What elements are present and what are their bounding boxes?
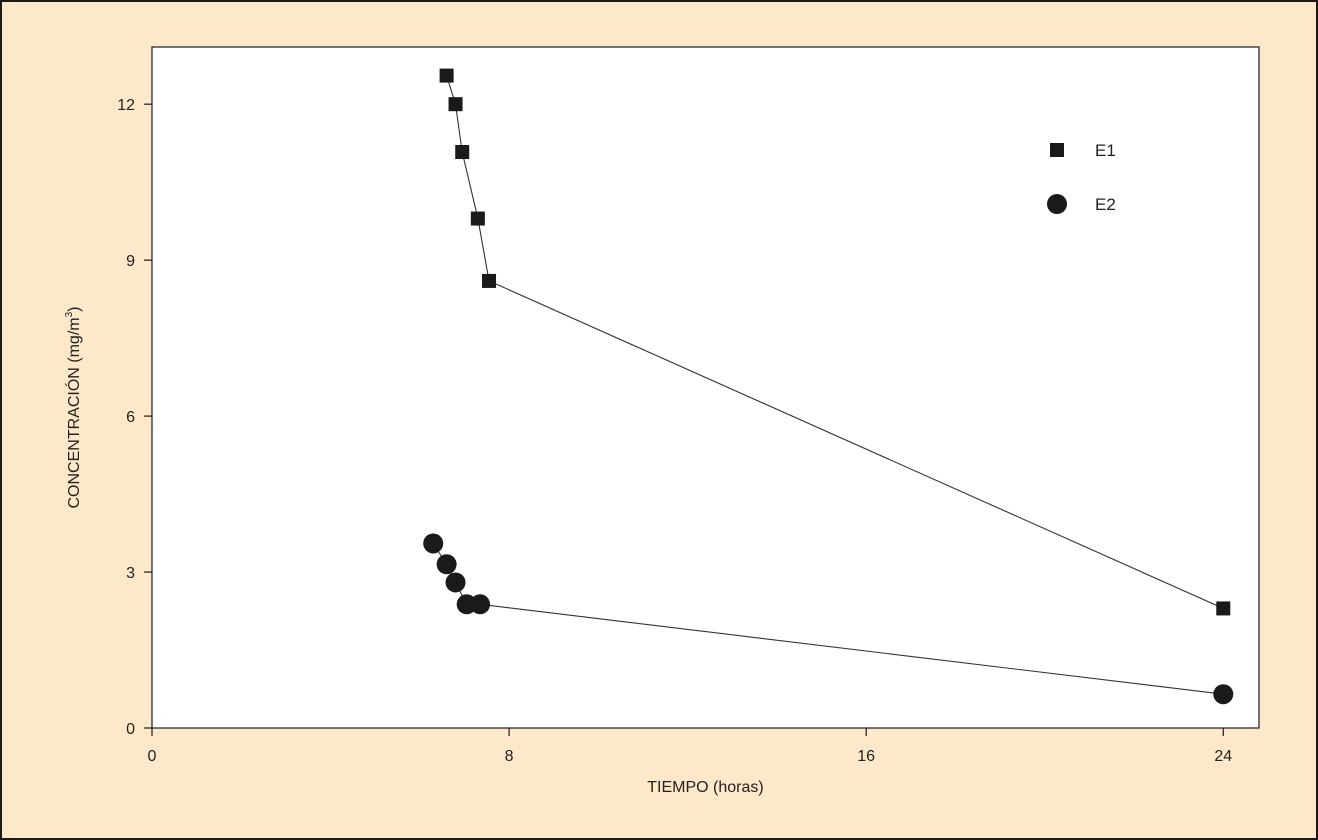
y-tick-label: 0 — [126, 721, 135, 738]
x-tick-label: 8 — [505, 748, 514, 765]
series-e1-point — [439, 68, 454, 83]
series-e1-point — [482, 273, 497, 288]
series-e1-point — [1216, 601, 1231, 616]
y-axis-title-tail: ) — [66, 307, 83, 312]
x-tick-label: 0 — [148, 748, 157, 765]
x-tick-label: 16 — [857, 748, 875, 765]
plot-area — [151, 46, 1260, 729]
series-layer — [423, 68, 1234, 705]
series-e2-point — [1213, 684, 1234, 705]
y-tick-label: 9 — [126, 253, 135, 270]
legend-label-e2: E2 — [1095, 195, 1116, 214]
series-e2-point — [470, 594, 491, 615]
y-axis-title-main: CONCENTRACIÓN (mg/m — [64, 317, 83, 508]
y-axis-ticks: 0 3 6 9 12 — [117, 97, 152, 738]
x-axis-title: TIEMPO (horas) — [647, 779, 763, 796]
x-axis-ticks: 0 8 16 24 — [148, 728, 1232, 765]
y-axis-title-superscript: 3 — [64, 311, 75, 317]
series-e1-point — [448, 97, 463, 112]
legend-marker-e2 — [1047, 194, 1067, 214]
series-e2-point — [445, 572, 466, 593]
series-e2 — [423, 533, 1234, 705]
y-axis-title: CONCENTRACIÓN (mg/m3) — [64, 307, 83, 509]
series-e2-point — [436, 554, 457, 575]
x-tick-label: 24 — [1214, 748, 1232, 765]
legend: E1 E2 — [1047, 141, 1116, 214]
series-e1-point — [455, 145, 470, 160]
y-tick-label: 6 — [126, 409, 135, 426]
legend-marker-e1 — [1050, 143, 1064, 157]
legend-label-e1: E1 — [1095, 141, 1116, 160]
series-e1-point — [470, 211, 485, 226]
y-tick-label: 12 — [117, 97, 135, 114]
series-e2-point — [423, 533, 444, 554]
y-tick-label: 3 — [126, 565, 135, 582]
series-e1 — [439, 68, 1231, 616]
